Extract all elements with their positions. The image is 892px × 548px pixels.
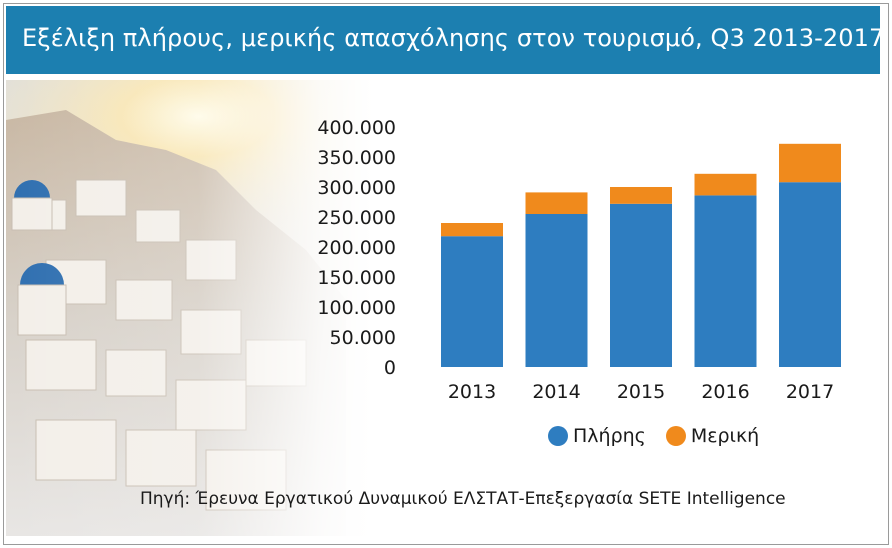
bar-partial-2016 bbox=[694, 173, 757, 196]
bar-full-2015 bbox=[610, 203, 672, 367]
bar-partial-2017 bbox=[779, 143, 841, 183]
legend-item-full: Πλήρης bbox=[548, 425, 646, 447]
y-tick-label: 100.000 bbox=[317, 297, 396, 319]
y-tick-label: 150.000 bbox=[317, 267, 396, 289]
bar-partial-2014 bbox=[525, 192, 588, 214]
legend-label-full: Πλήρης bbox=[573, 425, 646, 447]
header-bar: Εξέλιξη πλήρους, μερικής απασχόλησης στο… bbox=[6, 6, 884, 74]
y-tick-label: 400.000 bbox=[317, 117, 396, 139]
y-tick-label: 200.000 bbox=[317, 237, 396, 259]
legend-swatch-full bbox=[548, 426, 568, 446]
y-tick-label: 350.000 bbox=[317, 147, 396, 169]
bar-partial-2013 bbox=[441, 223, 503, 237]
legend-swatch-partial bbox=[665, 426, 686, 446]
y-tick-label: 300.000 bbox=[317, 177, 396, 199]
y-tick-label: 50.000 bbox=[330, 327, 396, 349]
y-tick-label: 0 bbox=[384, 357, 396, 379]
bar-partial-2015 bbox=[610, 187, 672, 204]
x-tick-label: 2013 bbox=[448, 381, 496, 403]
bar-full-2013 bbox=[441, 236, 503, 367]
bar-full-2017 bbox=[779, 182, 841, 367]
x-tick-label: 2014 bbox=[532, 381, 580, 403]
chart-legend: Πλήρης Μερική bbox=[548, 425, 779, 447]
legend-item-partial: Μερική bbox=[665, 425, 760, 447]
x-tick-label: 2015 bbox=[617, 381, 665, 403]
x-tick-label: 2016 bbox=[701, 381, 749, 403]
bar-full-2016 bbox=[694, 195, 757, 367]
legend-label-partial: Μερική bbox=[690, 425, 760, 447]
bar-full-2014 bbox=[525, 214, 588, 367]
x-tick-label: 2017 bbox=[786, 381, 834, 403]
y-tick-label: 250.000 bbox=[317, 207, 396, 229]
chart-title: Εξέλιξη πλήρους, μερικής απασχόλησης στο… bbox=[22, 24, 885, 52]
source-note: Πηγή: Έρευνα Εργατικού Δυναμικού ΕΛΣΤΑΤ-… bbox=[140, 489, 786, 509]
